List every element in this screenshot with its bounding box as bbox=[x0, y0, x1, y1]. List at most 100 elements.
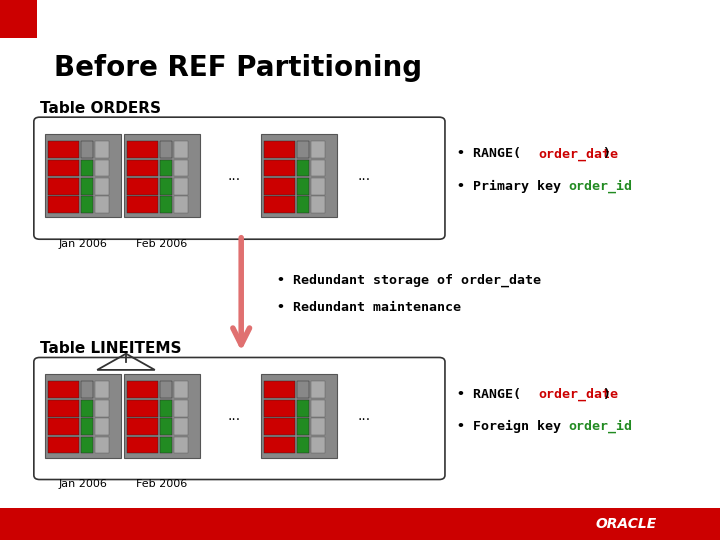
Bar bbox=[297, 437, 309, 454]
Bar bbox=[297, 141, 309, 158]
Bar bbox=[127, 197, 158, 213]
Bar bbox=[310, 437, 325, 454]
Bar bbox=[81, 159, 93, 177]
Text: • Primary key: • Primary key bbox=[457, 180, 570, 193]
Bar bbox=[48, 141, 79, 158]
Bar bbox=[48, 400, 79, 417]
Bar bbox=[297, 197, 309, 213]
Bar bbox=[81, 178, 93, 195]
Bar bbox=[81, 437, 93, 454]
Text: order_date: order_date bbox=[539, 147, 618, 160]
Bar bbox=[264, 197, 295, 213]
Text: • RANGE(: • RANGE( bbox=[457, 147, 521, 160]
Bar bbox=[127, 437, 158, 454]
Bar bbox=[94, 400, 109, 417]
Bar bbox=[45, 374, 121, 457]
Bar bbox=[261, 133, 337, 217]
Bar bbox=[48, 381, 79, 398]
Bar bbox=[161, 381, 172, 398]
Bar bbox=[0, 0, 37, 38]
Bar bbox=[45, 133, 121, 217]
Bar bbox=[264, 400, 295, 417]
Bar bbox=[261, 374, 337, 457]
Text: ...: ... bbox=[357, 409, 370, 423]
Bar bbox=[264, 437, 295, 454]
Bar bbox=[48, 178, 79, 195]
Bar bbox=[125, 133, 200, 217]
Bar bbox=[161, 178, 172, 195]
Bar bbox=[174, 381, 189, 398]
Bar bbox=[48, 159, 79, 177]
Text: Before REF Partitioning: Before REF Partitioning bbox=[54, 54, 422, 82]
Text: Jan 2006: Jan 2006 bbox=[58, 479, 107, 489]
Bar bbox=[81, 400, 93, 417]
Text: ): ) bbox=[602, 147, 610, 160]
Text: order_id: order_id bbox=[569, 180, 633, 193]
Bar bbox=[310, 418, 325, 435]
Bar bbox=[94, 381, 109, 398]
Text: ...: ... bbox=[357, 168, 370, 183]
Text: ...: ... bbox=[228, 168, 240, 183]
Text: order_date: order_date bbox=[539, 388, 618, 401]
Bar bbox=[48, 437, 79, 454]
Bar bbox=[310, 141, 325, 158]
Bar bbox=[310, 178, 325, 195]
FancyBboxPatch shape bbox=[34, 117, 445, 239]
Bar bbox=[310, 197, 325, 213]
Bar bbox=[161, 400, 172, 417]
Bar bbox=[125, 374, 200, 457]
Bar bbox=[174, 418, 189, 435]
Bar bbox=[297, 418, 309, 435]
Text: • Redundant maintenance: • Redundant maintenance bbox=[277, 301, 462, 314]
Bar bbox=[94, 197, 109, 213]
Bar bbox=[264, 381, 295, 398]
Bar bbox=[127, 400, 158, 417]
Bar bbox=[174, 178, 189, 195]
Bar bbox=[297, 400, 309, 417]
Bar bbox=[174, 400, 189, 417]
Text: • Foreign key: • Foreign key bbox=[457, 420, 570, 433]
Bar bbox=[161, 141, 172, 158]
Bar bbox=[264, 418, 295, 435]
Text: Table ORDERS: Table ORDERS bbox=[40, 101, 161, 116]
Bar bbox=[81, 418, 93, 435]
Bar bbox=[264, 159, 295, 177]
Text: • RANGE(: • RANGE( bbox=[457, 388, 521, 401]
Bar bbox=[174, 141, 189, 158]
Text: Table LINEITEMS: Table LINEITEMS bbox=[40, 341, 181, 356]
Bar bbox=[174, 437, 189, 454]
Text: Feb 2006: Feb 2006 bbox=[136, 239, 188, 249]
Text: order_id: order_id bbox=[569, 420, 633, 433]
Bar bbox=[81, 141, 93, 158]
Bar bbox=[81, 381, 93, 398]
Bar bbox=[94, 437, 109, 454]
Bar bbox=[94, 159, 109, 177]
Bar bbox=[161, 159, 172, 177]
Bar bbox=[174, 197, 189, 213]
Bar bbox=[127, 418, 158, 435]
Bar bbox=[297, 159, 309, 177]
Bar bbox=[174, 159, 189, 177]
Bar bbox=[161, 437, 172, 454]
Bar bbox=[310, 159, 325, 177]
Bar bbox=[127, 141, 158, 158]
Bar bbox=[297, 178, 309, 195]
Bar bbox=[264, 141, 295, 158]
Text: Jan 2006: Jan 2006 bbox=[58, 239, 107, 249]
FancyBboxPatch shape bbox=[34, 357, 445, 480]
Bar bbox=[310, 400, 325, 417]
Bar bbox=[81, 197, 93, 213]
Bar bbox=[297, 381, 309, 398]
Bar bbox=[94, 141, 109, 158]
Bar bbox=[94, 178, 109, 195]
Text: • Redundant storage of order_date: • Redundant storage of order_date bbox=[277, 274, 541, 287]
Bar bbox=[310, 381, 325, 398]
Bar bbox=[127, 381, 158, 398]
Bar bbox=[94, 418, 109, 435]
Bar bbox=[264, 178, 295, 195]
Bar bbox=[161, 197, 172, 213]
Bar bbox=[127, 159, 158, 177]
Text: ): ) bbox=[602, 388, 610, 401]
Text: ORACLE: ORACLE bbox=[595, 517, 657, 531]
Bar bbox=[161, 418, 172, 435]
